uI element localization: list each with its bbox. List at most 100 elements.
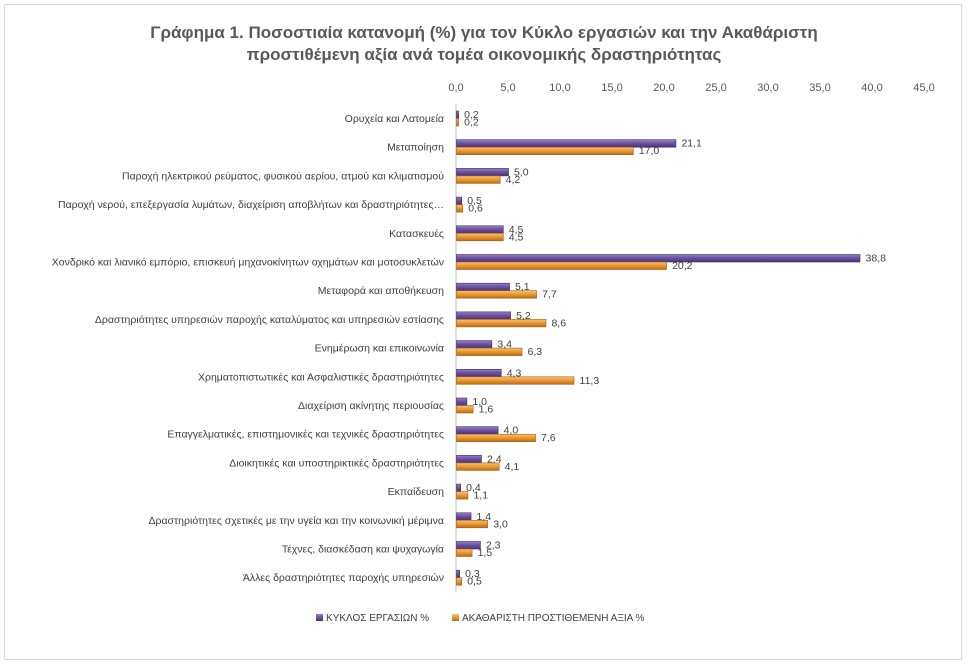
x-tick-label: 30,0 — [757, 82, 778, 94]
bar-gross-value-added — [456, 233, 504, 242]
category-label: Ορυχεία και Λατομεία — [345, 113, 444, 125]
bar-gross-value-added — [456, 347, 523, 356]
data-label: 4,5 — [509, 224, 524, 236]
category-label: Παροχή νερού, επεξεργασία λυμάτων, διαχε… — [58, 199, 444, 211]
x-axis-ticks: 0,0 5,0 10,0 15,0 20,0 25,0 30,0 35,0 40,0 45,0 — [448, 82, 934, 94]
data-label: 0,6 — [468, 203, 483, 215]
category-label: Διαχείριση ακίνητης περιουσίας — [298, 400, 444, 412]
category-label: Χονδρικό και λιανικό εμπόριο, επισκευή μ… — [52, 257, 444, 269]
category-label: Ενημέρωση και επικοινωνία — [315, 343, 444, 355]
bar-turnover — [456, 282, 510, 292]
x-tick-label: 20,0 — [653, 82, 674, 94]
x-tick-label: 40,0 — [861, 82, 882, 94]
bar-gross-value-added — [456, 261, 667, 270]
legend: ΚΥΚΛΟΣ ΕΡΓΑΣΙΩΝ % ΑΚΑΘΑΡΙΣΤΗ ΠΡΟΣΤΙΘΕΜΕΝΗ… — [316, 613, 645, 624]
data-label: 1,6 — [479, 404, 494, 416]
data-label: 5,1 — [515, 281, 530, 293]
data-label: 4,2 — [506, 174, 521, 186]
data-label: 0,5 — [467, 195, 482, 207]
bar-gross-value-added — [456, 433, 536, 443]
bars — [456, 110, 861, 586]
bar-gross-value-added — [456, 577, 462, 586]
bar-gross-value-added — [456, 376, 575, 385]
category-label: Δραστηριότητες υπηρεσιών παροχής καταλύμ… — [95, 314, 444, 326]
data-label: 3,4 — [497, 339, 512, 351]
data-label: 0,2 — [464, 117, 479, 129]
data-label: 1,0 — [472, 396, 487, 408]
category-labels: Ορυχεία και Λατομεία Μεταποίηση Παροχή ηλε… — [52, 113, 444, 584]
category-label: Μεταποίηση — [387, 142, 444, 154]
x-tick-label: 45,0 — [913, 82, 934, 94]
bar-gross-value-added — [456, 548, 473, 557]
data-label: 1,1 — [473, 490, 488, 502]
bar-turnover — [456, 483, 461, 492]
bar-gross-value-added — [456, 462, 500, 471]
bar-gross-value-added — [456, 118, 459, 127]
legend-swatch — [316, 614, 323, 621]
data-label: 0,3 — [465, 568, 480, 580]
bar-turnover — [456, 455, 482, 464]
bar-turnover — [456, 512, 472, 521]
bar-turnover — [456, 311, 511, 320]
bar-turnover — [456, 426, 499, 435]
x-tick-label: 15,0 — [601, 82, 622, 94]
bar-turnover — [456, 397, 468, 406]
category-label: Άλλες δραστηριότητες παροχής υπηρεσιών — [243, 572, 444, 584]
legend-label: ΚΥΚΛΟΣ ΕΡΓΑΣΙΩΝ % — [326, 613, 429, 624]
bar-turnover — [456, 340, 493, 349]
data-label: 7,7 — [542, 289, 557, 301]
data-label: 2,4 — [487, 453, 502, 465]
bar-gross-value-added — [456, 519, 489, 529]
data-label: 38,8 — [866, 253, 887, 265]
legend-swatch — [452, 614, 459, 621]
bar-turnover — [456, 110, 459, 119]
bar-turnover — [456, 196, 462, 205]
bar-gross-value-added — [456, 146, 634, 155]
data-label: 21,1 — [681, 138, 702, 150]
category-label: Διοικητικές και υποστηρικτικές δραστηριό… — [229, 457, 444, 469]
category-label: Χρηματοπιστωτικές και Ασφαλιστικές δραστ… — [198, 371, 444, 383]
category-label: Εκπαίδευση — [388, 486, 445, 498]
category-label: Τέχνες, διασκέδαση και ψυχαγωγία — [282, 544, 444, 556]
data-label: 11,3 — [580, 375, 600, 387]
chart-frame — [4, 4, 962, 660]
chart-title-line-2: προστιθέμενη αξία ανά τομέα οικονομικής … — [246, 45, 722, 64]
data-label: 2,3 — [486, 540, 501, 552]
data-label: 17,0 — [639, 145, 660, 157]
data-label: 0,5 — [467, 576, 482, 588]
x-tick-label: 35,0 — [809, 82, 830, 94]
chart-title-line-1: Γράφημα 1. Ποσοστιαία κατανομή (%) για τ… — [150, 23, 818, 42]
bar-gross-value-added — [456, 319, 547, 328]
bar-turnover — [456, 254, 861, 263]
category-label: Επαγγελματικές, επιστημονικές και τεχνικ… — [167, 429, 444, 441]
legend-label: ΑΚΑΘΑΡΙΣΤΗ ΠΡΟΣΤΙΘΕΜΕΝΗ ΑΞΙΑ % — [462, 613, 645, 624]
bar-gross-value-added — [456, 491, 469, 500]
category-label: Κατασκευές — [389, 228, 444, 240]
bar-turnover — [456, 225, 504, 234]
x-tick-label: 25,0 — [705, 82, 726, 94]
data-label: 4,1 — [505, 461, 520, 473]
bar-gross-value-added — [456, 204, 464, 213]
bar-turnover — [456, 569, 460, 579]
x-tick-label: 5,0 — [500, 82, 515, 94]
x-tick-label: 0,0 — [448, 82, 463, 94]
data-label: 4,0 — [504, 425, 519, 437]
chart-title: Γράφημα 1. Ποσοστιαία κατανομή (%) για τ… — [0, 22, 968, 66]
data-label: 3,0 — [493, 518, 508, 530]
data-label: 7,6 — [541, 432, 556, 444]
data-label: 1,4 — [477, 511, 492, 523]
data-label: 8,6 — [551, 317, 566, 329]
data-label: 5,0 — [514, 166, 529, 178]
bar-turnover — [456, 168, 509, 177]
bar-gross-value-added — [456, 175, 501, 184]
data-label: 4,5 — [509, 231, 524, 243]
data-label: 0,4 — [466, 482, 481, 494]
data-label: 20,2 — [672, 260, 693, 272]
data-label: 1,5 — [478, 547, 493, 559]
data-label: 5,2 — [516, 310, 531, 322]
category-label: Παροχή ηλεκτρικού ρεύματος, φυσικού αερί… — [122, 170, 444, 182]
bar-turnover — [456, 368, 502, 378]
bar-gross-value-added — [456, 290, 537, 299]
category-label: Δραστηριότητες σχετικές με την υγεία και… — [148, 515, 444, 527]
